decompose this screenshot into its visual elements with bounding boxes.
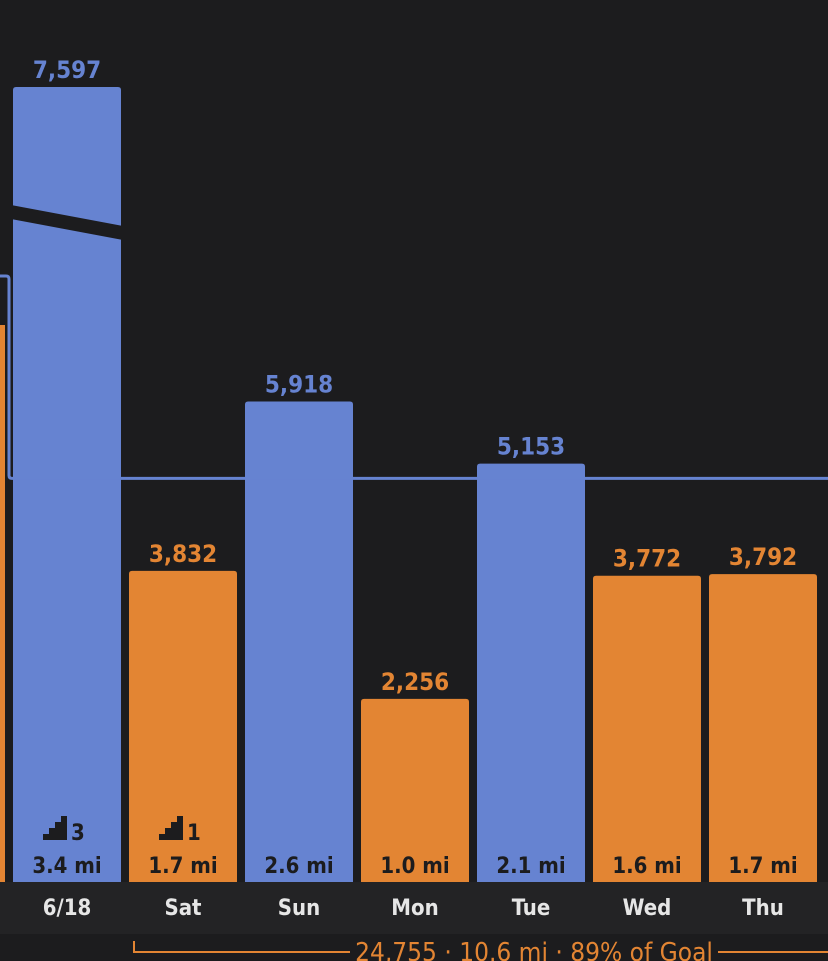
bars-layer [0,87,817,882]
bar-distance-label: 3.4 mi [32,854,101,879]
bar-sun[interactable] [245,401,353,882]
bar-mon[interactable] [361,698,469,882]
bar-value-label: 5,918 [265,370,333,398]
bar-distance-label: 1.0 mi [380,854,449,879]
bar-tue[interactable] [477,463,585,882]
axis-band [0,882,828,934]
bar-value-label: 3,772 [613,545,681,573]
stairs-icon [159,816,183,840]
bar-value-label: 2,256 [381,668,449,696]
bar-distance-label: 2.6 mi [264,854,333,879]
bar-previous-partial [0,325,5,882]
bar-sat[interactable] [129,570,237,882]
bar-distance-label: 1.7 mi [728,854,797,879]
week-summary: 24,755 · 10.6 mi · 89% of Goal [133,938,828,961]
bar-value-label: 3,792 [729,543,797,571]
day-label-sun: Sun [278,896,320,921]
floors-count-label: 1 [187,821,201,846]
bar-wed[interactable] [593,575,701,882]
summary-text: 24,755 · 10.6 mi · 89% of Goal [355,938,713,961]
bar-6-18[interactable] [13,87,121,882]
bar-value-label: 5,153 [497,433,565,461]
bar-distance-label: 1.7 mi [148,854,217,879]
day-label-mon: Mon [391,896,438,921]
goal-line [0,274,828,480]
bar-distance-label: 2.1 mi [496,854,565,879]
summary-bracket [133,941,828,953]
axis-break-mark [11,205,123,240]
day-label-6-18: 6/18 [43,896,92,921]
floors-count-label: 3 [71,821,85,846]
day-label-thu: Thu [742,896,784,921]
bar-distance-label: 1.6 mi [612,854,681,879]
bar-thu[interactable] [709,574,817,882]
day-label-sat: Sat [164,896,202,921]
bar-value-label: 7,597 [33,56,101,84]
day-label-tue: Tue [512,896,551,921]
day-label-wed: Wed [623,896,672,921]
bar-value-label: 3,832 [149,540,217,568]
labels-layer: 7,597 3.4 mi 3 6/18 3,832 1.7 mi 1 Sat 5,918 2.6 … [32,56,797,921]
stairs-icon [43,816,67,840]
